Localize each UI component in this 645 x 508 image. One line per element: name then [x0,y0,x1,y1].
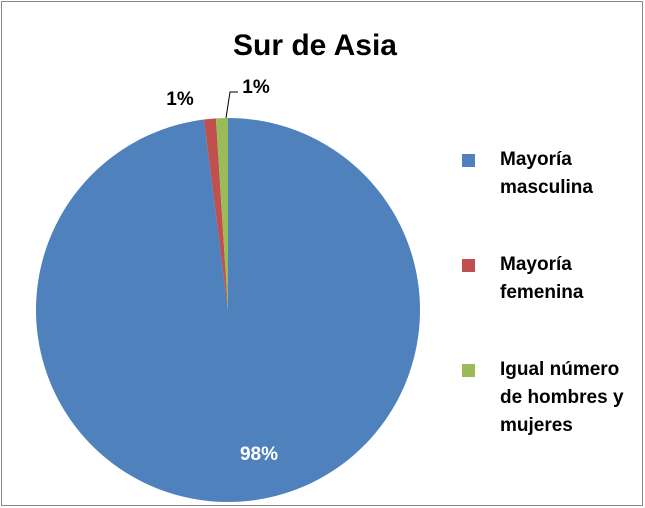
legend-swatch [462,154,475,167]
data-label: 1% [242,77,270,98]
data-label: 98% [240,444,278,465]
legend-label: Mayoría femenina [500,254,584,303]
pie-slice [35,118,420,502]
pie-slice [203,118,228,310]
data-label: 1% [166,89,194,110]
legend-label: Igual número de hombres y mujeres [500,359,624,436]
leader-line [225,91,238,119]
pie-slice [215,118,228,310]
chart-title: Sur de Asia [233,29,397,62]
legend-label: Mayoría masculina [500,149,593,198]
legend-swatch [462,259,475,272]
legend-swatch [462,364,475,377]
